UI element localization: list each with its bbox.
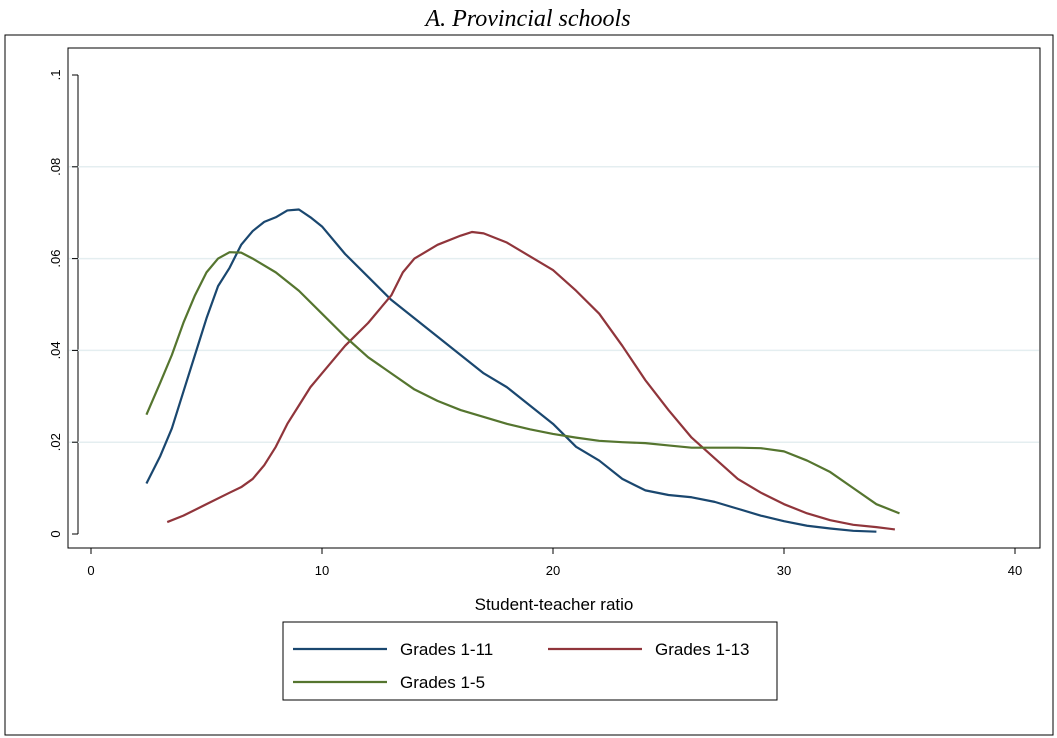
y-tick-label: .06	[48, 250, 63, 268]
y-tick-label: .08	[48, 158, 63, 176]
legend-label: Grades 1-5	[400, 673, 485, 692]
x-tick-label: 20	[546, 563, 560, 578]
legend-box	[282, 621, 778, 701]
x-tick-label: 30	[777, 563, 791, 578]
series-line	[145, 208, 877, 533]
series-line	[166, 230, 896, 531]
y-tick-label: 0	[48, 530, 63, 537]
y-tick-label: .1	[48, 70, 63, 81]
y-tick-label: .02	[48, 433, 63, 451]
legend-label: Grades 1-13	[655, 640, 750, 659]
legend-label: Grades 1-11	[400, 640, 493, 659]
outer-frame	[4, 34, 1054, 736]
chart-title: A. Provincial schools	[423, 6, 630, 32]
x-tick-label: 0	[87, 563, 94, 578]
series-line	[145, 251, 900, 515]
x-tick-label: 40	[1008, 563, 1022, 578]
x-axis-label: Student-teacher ratio	[475, 595, 634, 614]
x-tick-label: 10	[315, 563, 329, 578]
y-tick-label: .04	[48, 341, 63, 359]
